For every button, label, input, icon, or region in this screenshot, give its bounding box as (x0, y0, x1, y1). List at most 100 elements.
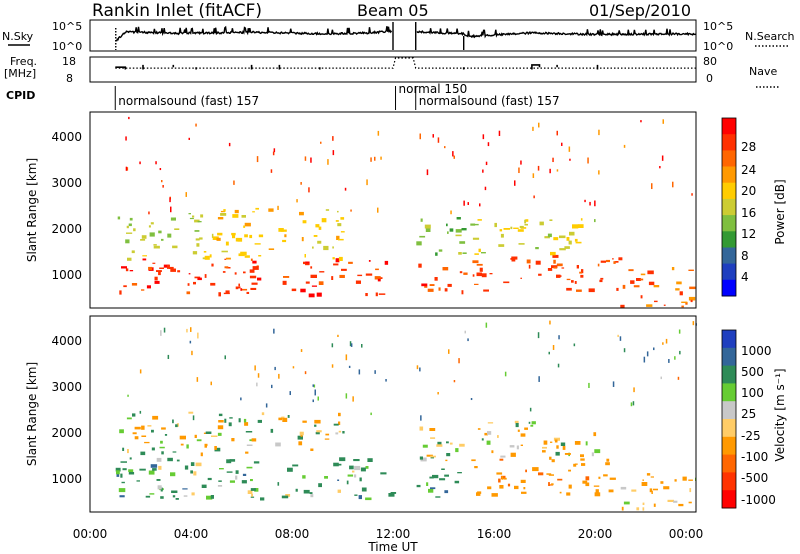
velocity-cell (660, 376, 662, 380)
power-cell (476, 263, 483, 266)
power-cell (416, 241, 422, 246)
power-cell (327, 159, 329, 165)
velocity-cell (318, 483, 322, 488)
power-cell (221, 250, 228, 253)
power-cell (189, 217, 194, 220)
velocity-cell (436, 444, 443, 447)
velocity-cell (195, 462, 202, 467)
power-cell (186, 291, 191, 295)
velocity-cell (688, 479, 693, 481)
power-cell (126, 167, 129, 171)
velocity-cell (585, 482, 590, 487)
power-cbar-swatch (722, 182, 736, 200)
power-cell (579, 271, 583, 274)
power-cell (241, 215, 246, 218)
power-cell (513, 227, 519, 229)
velocity-cell (270, 428, 274, 433)
velocity-cell (603, 474, 608, 477)
velocity-cell (119, 495, 125, 498)
velocity-cell (609, 477, 616, 480)
power-cell (217, 217, 224, 220)
power-cell (559, 248, 566, 251)
power-ytick: 2000 (51, 222, 82, 236)
velocity-cell (116, 473, 120, 477)
velocity-cbar-ticks: 1000 500 100 25 -25 -100 -500 -1000 (741, 344, 776, 507)
power-cell (500, 233, 504, 238)
velocity-cell (558, 335, 560, 340)
beam-title: Beam 05 (357, 1, 429, 20)
power-cell (301, 237, 304, 242)
velocity-cell (568, 469, 571, 472)
velocity-cell (514, 420, 519, 424)
velocity-cell (346, 480, 349, 485)
velocity-cell (588, 382, 590, 389)
velocity-cell (557, 363, 560, 368)
power-cell (453, 155, 455, 159)
power-cell (303, 261, 306, 265)
power-cell (418, 263, 422, 268)
power-cell (594, 200, 596, 207)
velocity-cell (471, 459, 476, 462)
power-cell (170, 206, 172, 213)
power-cell (459, 241, 466, 244)
power-cell (153, 244, 157, 246)
power-cell (659, 166, 661, 169)
velocity-cell (277, 482, 280, 486)
velocity-cell (591, 452, 594, 457)
power-cell (335, 220, 339, 222)
velocity-cell (183, 495, 188, 497)
power-cell (514, 180, 516, 186)
power-cell (552, 254, 559, 258)
velocity-cell (163, 327, 166, 333)
power-cell (427, 288, 434, 292)
power-cell (556, 169, 559, 172)
freq-line (115, 65, 696, 70)
power-cell (679, 291, 683, 296)
velocity-cell (158, 465, 162, 470)
power-cell (161, 180, 163, 183)
velocity-cell (122, 468, 127, 471)
power-cell (663, 304, 666, 306)
velocity-data (115, 320, 697, 511)
velocity-cell (507, 483, 511, 487)
velocity-cell (274, 366, 276, 371)
velocity-cell (231, 438, 235, 442)
power-cell (152, 262, 156, 264)
velocity-cell (528, 421, 531, 424)
velocity-cell (337, 479, 340, 481)
velocity-cell (144, 441, 150, 444)
power-cell (639, 278, 644, 281)
power-cell (232, 235, 236, 239)
freq-trace (115, 65, 696, 70)
velocity-cell (338, 421, 341, 425)
velocity-cell (374, 370, 376, 374)
velocity-cell (673, 500, 678, 503)
power-cell (613, 261, 616, 264)
power-cell (380, 277, 383, 279)
power-cell (526, 259, 531, 264)
power-cell (249, 269, 255, 273)
velocity-cell (444, 474, 449, 477)
power-cell (312, 246, 314, 249)
velocity-cell (348, 365, 351, 368)
power-cell (284, 234, 287, 238)
velocity-cell (510, 452, 516, 457)
velocity-cell (196, 439, 202, 442)
power-cell (226, 267, 231, 269)
velocity-cell (126, 417, 132, 420)
power-panel-frame (89, 111, 697, 309)
velocity-cell (229, 417, 233, 419)
velocity-cell (160, 440, 163, 444)
power-cell (161, 238, 164, 241)
power-cell (194, 230, 200, 232)
velocity-cbar-tick: 100 (741, 386, 764, 400)
power-cell (310, 274, 317, 278)
velocity-cell (275, 442, 281, 447)
power-cell (199, 237, 203, 240)
velocity-cell (214, 447, 221, 452)
velocity-cell (289, 391, 291, 396)
power-cell (300, 182, 302, 185)
velocity-cell (524, 427, 528, 430)
power-cell (575, 241, 582, 244)
power-cbar-tick: 4 (741, 270, 749, 284)
